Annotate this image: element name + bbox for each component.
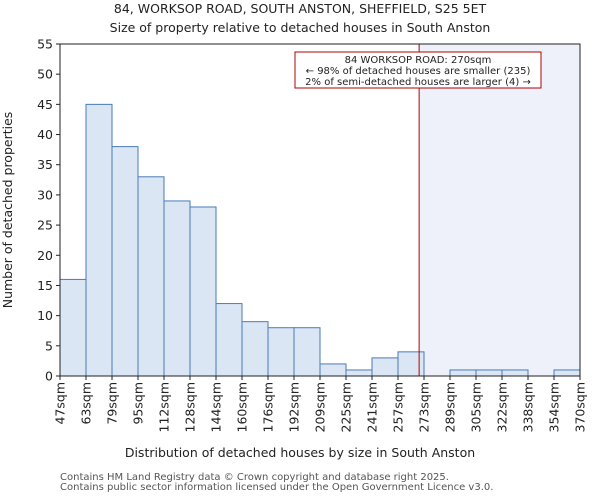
- bar-112sqm: [163, 200, 191, 377]
- footer-line-1: Contains HM Land Registry data © Crown c…: [60, 472, 449, 483]
- bar-354sqm: [553, 369, 581, 377]
- chart-title: 84, WORKSOP ROAD, SOUTH ANSTON, SHEFFIEL…: [114, 1, 487, 16]
- bar-176sqm: [267, 327, 295, 377]
- x-tick-label: 192sqm: [287, 382, 302, 432]
- bar-63sqm: [85, 103, 113, 377]
- bar-79sqm: [111, 146, 139, 377]
- y-tick-label: 10: [37, 308, 53, 323]
- x-tick-label: 241sqm: [365, 382, 380, 432]
- x-tick-label: 257sqm: [391, 382, 406, 432]
- x-tick-label: 289sqm: [443, 382, 458, 432]
- x-tick-label: 47sqm: [53, 382, 68, 425]
- annotation-frame: [294, 51, 542, 89]
- y-tick-label: 45: [37, 97, 53, 112]
- bar-47sqm: [59, 278, 87, 377]
- larger-region-shade: [419, 44, 580, 376]
- y-tick-label: 5: [45, 338, 53, 353]
- bar-225sqm: [345, 369, 373, 377]
- bar-160sqm: [241, 321, 269, 377]
- bar-322sqm: [501, 369, 529, 377]
- x-tick-label: 273sqm: [417, 382, 432, 432]
- x-tick-label: 144sqm: [209, 382, 224, 432]
- bar-128sqm: [189, 206, 217, 377]
- y-tick-label: 20: [37, 248, 53, 263]
- x-tick-label: 95sqm: [131, 382, 146, 425]
- bar-289sqm: [449, 369, 477, 377]
- y-tick-label: 15: [37, 278, 53, 293]
- annotation-line-3: 2% of semi-detached houses are larger (4…: [305, 77, 531, 88]
- x-tick-label: 79sqm: [105, 382, 120, 425]
- x-tick-label: 176sqm: [261, 382, 276, 432]
- y-tick-label: 40: [37, 127, 53, 142]
- y-tick-label: 0: [45, 369, 53, 384]
- y-axis-label: Number of detached properties: [0, 112, 15, 309]
- footer-line-2: Contains public sector information licen…: [60, 482, 494, 493]
- annotation-line-2: ← 98% of detached houses are smaller (23…: [306, 66, 531, 77]
- x-tick-label: 128sqm: [183, 382, 198, 432]
- x-tick-label: 225sqm: [339, 382, 354, 432]
- bar-257sqm: [397, 351, 425, 377]
- annotation-line-1: 84 WORKSOP ROAD: 270sqm: [345, 55, 492, 66]
- chart-subtitle: Size of property relative to detached ho…: [110, 20, 491, 35]
- x-tick-label: 160sqm: [235, 382, 250, 432]
- x-axis-label: Distribution of detached houses by size …: [125, 445, 475, 460]
- x-tick-label: 209sqm: [313, 382, 328, 432]
- annotation-box: 84 WORKSOP ROAD: 270sqm ← 98% of detache…: [294, 51, 542, 89]
- y-tick-label: 25: [37, 218, 53, 233]
- x-tick-label: 305sqm: [469, 382, 484, 432]
- x-tick-label: 354sqm: [547, 382, 562, 432]
- y-tick-label: 30: [37, 187, 53, 202]
- bar-192sqm: [293, 327, 321, 377]
- x-tick-label: 63sqm: [79, 382, 94, 425]
- bar-305sqm: [475, 369, 503, 377]
- x-tick-label: 322sqm: [495, 382, 510, 432]
- bar-241sqm: [371, 357, 399, 377]
- bar-144sqm: [215, 303, 243, 377]
- bar-95sqm: [137, 176, 165, 377]
- x-tick-label: 338sqm: [521, 382, 536, 432]
- bar-209sqm: [319, 363, 347, 377]
- y-tick-label: 55: [37, 37, 53, 52]
- y-tick-label: 50: [37, 67, 53, 82]
- x-tick-label: 370sqm: [573, 382, 588, 432]
- x-tick-label: 112sqm: [157, 382, 172, 432]
- y-tick-label: 35: [37, 157, 53, 172]
